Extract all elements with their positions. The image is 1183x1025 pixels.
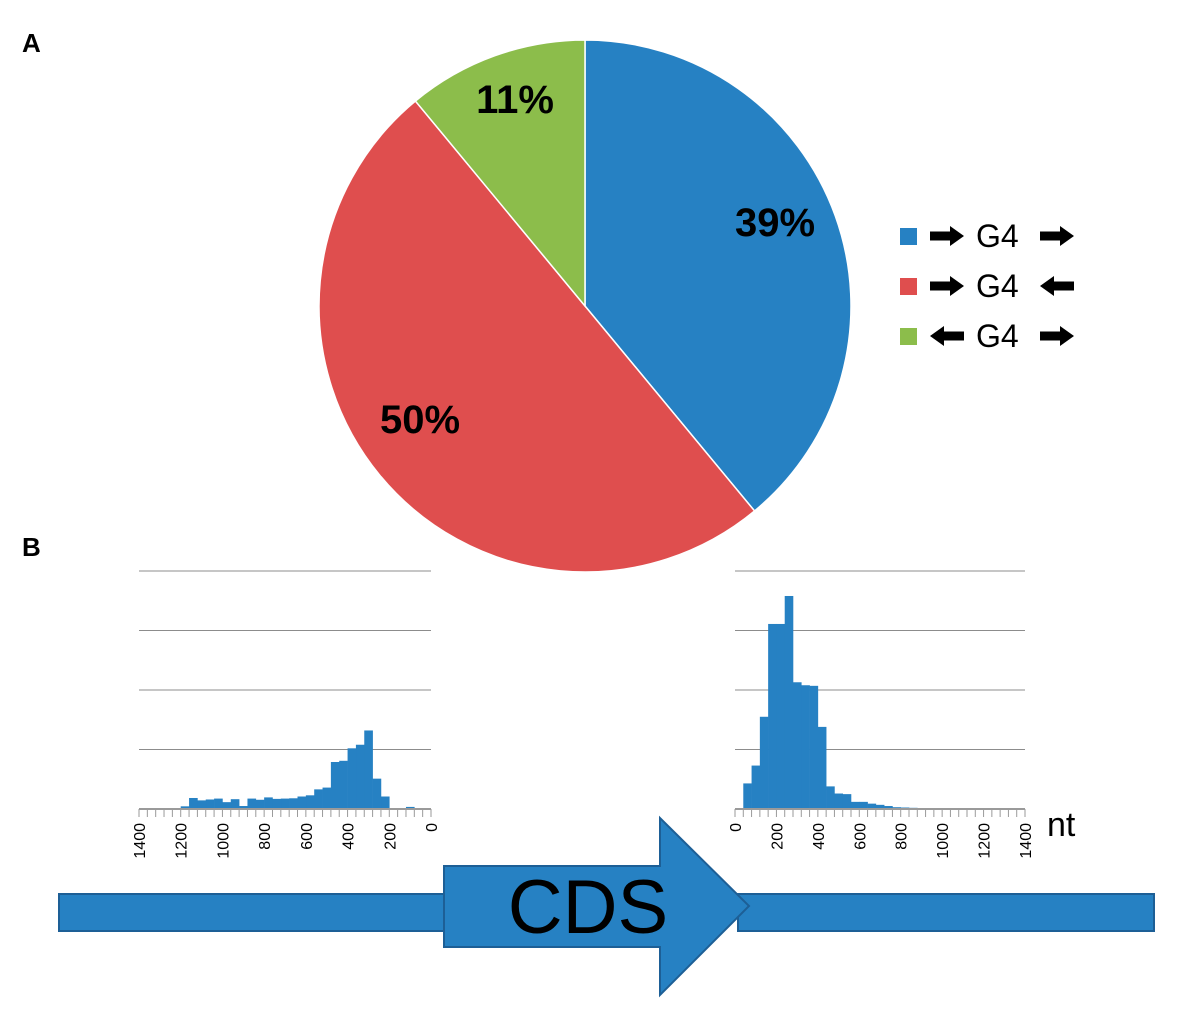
histogram-bar [189, 797, 198, 809]
histogram-bar [214, 798, 223, 809]
x-tick-label: 800 [894, 823, 911, 850]
x-tick-label: 0 [424, 823, 441, 832]
histogram-bar [322, 787, 332, 809]
x-tick-label: 0 [728, 823, 745, 832]
cds-arrow [443, 815, 751, 998]
arrow-right-icon [930, 276, 964, 296]
x-tick-label: 800 [257, 823, 274, 850]
arrow-right-icon [1040, 326, 1074, 346]
histogram-bar [314, 789, 323, 809]
histogram-bar [405, 806, 415, 809]
histogram-bar [842, 794, 852, 809]
histogram-bar [867, 803, 877, 809]
x-tick-label: 200 [769, 823, 786, 850]
histogram-bar [280, 798, 290, 809]
legend-swatch [900, 328, 917, 345]
histogram-bar [851, 801, 860, 809]
histogram-bar [759, 716, 769, 809]
histogram-bar [776, 623, 786, 809]
histogram-bar [809, 685, 819, 809]
legend-label: G4 [976, 268, 1019, 304]
cds-label: CDS [508, 865, 668, 950]
x-unit-label: nt [1047, 806, 1076, 844]
panel-label-a: A [22, 28, 41, 58]
pie-legend: G4 G4 G4 [900, 218, 1074, 354]
arrow-right-icon [930, 226, 964, 246]
arrow-left-icon [930, 326, 964, 346]
histogram-bar [205, 799, 215, 809]
histogram-bar [355, 744, 365, 809]
pie-chart: 39% 50% 11% [318, 39, 852, 573]
histogram-bar [197, 800, 207, 809]
histogram-bar [875, 804, 885, 809]
histogram-bar [817, 726, 827, 809]
histogram-bar [347, 748, 357, 809]
x-tick-label: 200 [382, 823, 399, 850]
pie-slice [414, 39, 586, 309]
histogram-upstream: 1400 1200 1000 800 600 400 200 0 [132, 570, 441, 859]
histogram-bar [264, 797, 273, 809]
arrow-right-icon [1040, 226, 1074, 246]
arrow-left-icon [1040, 276, 1074, 296]
histogram-bar [255, 799, 265, 809]
histogram-bar [372, 778, 382, 809]
histogram-bar [784, 595, 794, 809]
gene-line-upstream [58, 893, 448, 932]
histogram-bar [834, 793, 844, 809]
histogram-bar [305, 795, 315, 809]
x-tick-label: 600 [299, 823, 316, 850]
histogram-bar [289, 798, 298, 809]
pie-slice [584, 39, 852, 513]
histogram-bar [793, 682, 802, 809]
legend-swatch [900, 228, 917, 245]
histogram-bar [239, 806, 248, 809]
x-tick-label: 1400 [1018, 823, 1035, 859]
legend-label: G4 [976, 218, 1019, 254]
histogram-bar [330, 761, 340, 809]
histogram-bar [859, 801, 868, 809]
histogram-bar [230, 799, 240, 809]
x-tick-label: 600 [852, 823, 869, 850]
x-tick-label: 1200 [977, 823, 994, 859]
x-tick-label: 400 [341, 823, 358, 850]
gene-diagram: CDS [58, 815, 1155, 998]
histogram-bar [826, 786, 835, 809]
pie-slice-label: 50% [380, 398, 460, 442]
histogram-bar [297, 796, 307, 809]
pie-slice [318, 99, 756, 573]
histogram-bar [751, 765, 761, 809]
x-tick-label: 400 [811, 823, 828, 850]
histogram-bar [247, 798, 257, 809]
histogram-bar [801, 685, 810, 809]
histogram-bar [339, 760, 348, 809]
x-tick-label: 1000 [935, 823, 952, 859]
histogram-downstream: 0 200 400 600 800 1000 1200 1400 nt [728, 570, 1076, 859]
x-tick-label: 1000 [215, 823, 232, 859]
legend-swatch [900, 278, 917, 295]
gene-line-downstream [737, 893, 1155, 932]
legend-label: G4 [976, 318, 1019, 354]
x-tick-label: 1200 [174, 823, 191, 859]
histogram-bar [380, 796, 390, 809]
histogram-bar [364, 730, 373, 809]
pie-slice-label: 39% [735, 201, 815, 245]
histogram-bar [743, 783, 752, 809]
histogram-bar [222, 802, 232, 809]
histogram-bar [884, 806, 893, 809]
panel-label-b: B [22, 532, 41, 562]
histogram-bar [180, 806, 190, 809]
histogram-bar [272, 798, 282, 809]
histogram-bar [768, 623, 777, 809]
x-tick-label: 1400 [132, 823, 149, 859]
pie-slice-label: 11% [476, 78, 554, 122]
